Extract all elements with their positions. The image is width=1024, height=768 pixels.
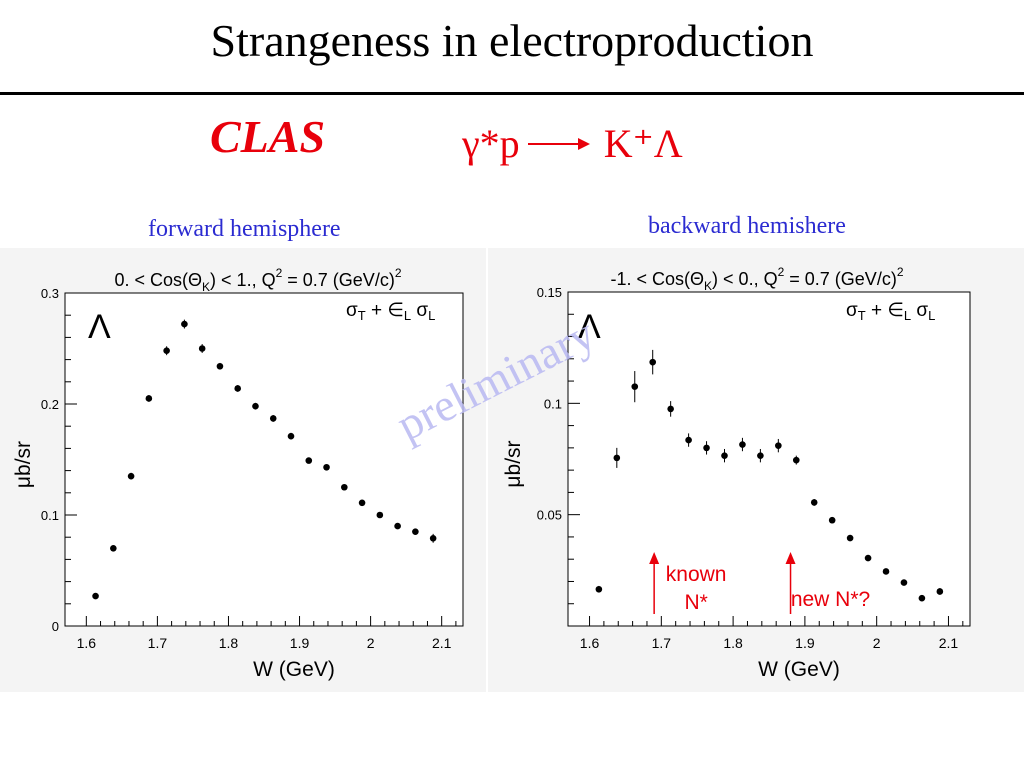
data-point (936, 588, 944, 595)
data-point (341, 483, 348, 491)
y-tick-label: 0.2 (41, 397, 59, 412)
particle-label: Λ (578, 308, 601, 346)
x-tick-label: 2.1 (432, 635, 452, 651)
annotation-arrowhead-icon (785, 552, 796, 564)
x-tick-label: 1.9 (290, 635, 310, 651)
plot-frame (64, 292, 464, 627)
x-tick-label: 1.6 (77, 635, 97, 651)
annotation-label: new N*? (791, 588, 870, 611)
data-point (667, 405, 674, 413)
data-point (127, 472, 135, 480)
data-point (882, 568, 890, 575)
data-point (685, 436, 692, 444)
data-point (163, 347, 170, 355)
x-tick-label: 1.8 (219, 635, 239, 651)
data-point (900, 579, 908, 586)
data-point (649, 358, 657, 366)
data-point (110, 545, 117, 552)
data-point (846, 534, 854, 542)
data-point (613, 454, 621, 462)
data-point (595, 585, 603, 593)
data-point (305, 457, 313, 464)
x-tick-label: 1.7 (148, 635, 168, 651)
data-point (792, 456, 800, 464)
data-point (234, 385, 242, 392)
x-tick-label: 2 (367, 635, 375, 651)
reaction-arrow-icon (527, 120, 590, 160)
x-axis-label: W (GeV) (758, 658, 840, 681)
data-point (323, 463, 330, 471)
y-tick-label: 0.1 (41, 508, 59, 523)
y-tick-label: 0.1 (544, 396, 562, 411)
x-tick-label: 1.6 (580, 635, 600, 651)
data-point (429, 535, 437, 542)
chart-title: -1. < Cos(ΘK) < 0., Q2 = 0.7 (GeV/c)2 (611, 265, 904, 293)
x-axis-label: W (GeV) (253, 658, 335, 681)
data-point (394, 522, 401, 530)
data-point (721, 452, 728, 459)
annotation-arrowhead-icon (649, 552, 660, 564)
y-tick-label: 0.05 (537, 508, 562, 523)
x-tick-label: 2.1 (939, 635, 959, 651)
data-point (757, 452, 764, 459)
slide-title: Strangeness in electroproduction (210, 15, 814, 66)
x-tick-label: 1.8 (723, 635, 743, 651)
plot-frame (567, 291, 971, 627)
data-point (631, 383, 639, 390)
data-point (269, 415, 277, 422)
data-point (412, 528, 419, 535)
x-tick-label: 1.9 (795, 635, 815, 651)
forward-hemisphere-label: forward hemisphere (148, 216, 341, 242)
experiment-label: CLAS (210, 111, 326, 162)
legend-cross-section: σT + ∈L σL (846, 300, 935, 323)
data-point (198, 345, 206, 352)
data-point (703, 444, 710, 452)
data-point (181, 320, 188, 328)
reaction-equation: γ*p K⁺Λ (462, 120, 683, 167)
data-point (775, 442, 782, 449)
data-point (252, 402, 259, 410)
data-point (376, 511, 384, 519)
data-point (739, 441, 746, 448)
particle-label: Λ (88, 308, 111, 346)
backward-chart: -1. < Cos(ΘK) < 0., Q2 = 0.7 (GeV/c)2 Λ σT… (502, 265, 971, 681)
backward-hemisphere-label: backward hemishere (648, 213, 846, 239)
y-axis-label: μb/sr (502, 440, 525, 487)
data-point (92, 592, 99, 600)
data-point (828, 516, 836, 524)
annotation-label: known (666, 563, 727, 586)
data-point (810, 499, 818, 506)
data-point (145, 395, 153, 402)
x-tick-label: 1.7 (652, 635, 672, 651)
y-tick-label: 0.15 (537, 285, 562, 300)
data-point (864, 554, 872, 562)
title-divider (0, 92, 1024, 95)
legend-cross-section: σT + ∈L σL (346, 300, 435, 323)
annotation-label: N* (684, 591, 707, 614)
data-point (918, 594, 926, 602)
y-axis-label: μb/sr (12, 441, 35, 488)
data-point (287, 432, 295, 440)
x-tick-label: 2 (873, 635, 881, 651)
reaction-initial-state: γ*p (462, 121, 520, 166)
y-tick-label: 0 (52, 619, 59, 634)
y-tick-label: 0.3 (41, 286, 59, 301)
data-point (358, 499, 366, 507)
reaction-final-state: K⁺Λ (603, 121, 683, 166)
data-point (216, 362, 224, 370)
forward-chart: 0. < Cos(ΘK) < 1., Q2 = 0.7 (GeV/c)2Λ σT … (12, 266, 464, 681)
chart-title: 0. < Cos(ΘK) < 1., Q2 = 0.7 (GeV/c)2 (115, 266, 402, 294)
